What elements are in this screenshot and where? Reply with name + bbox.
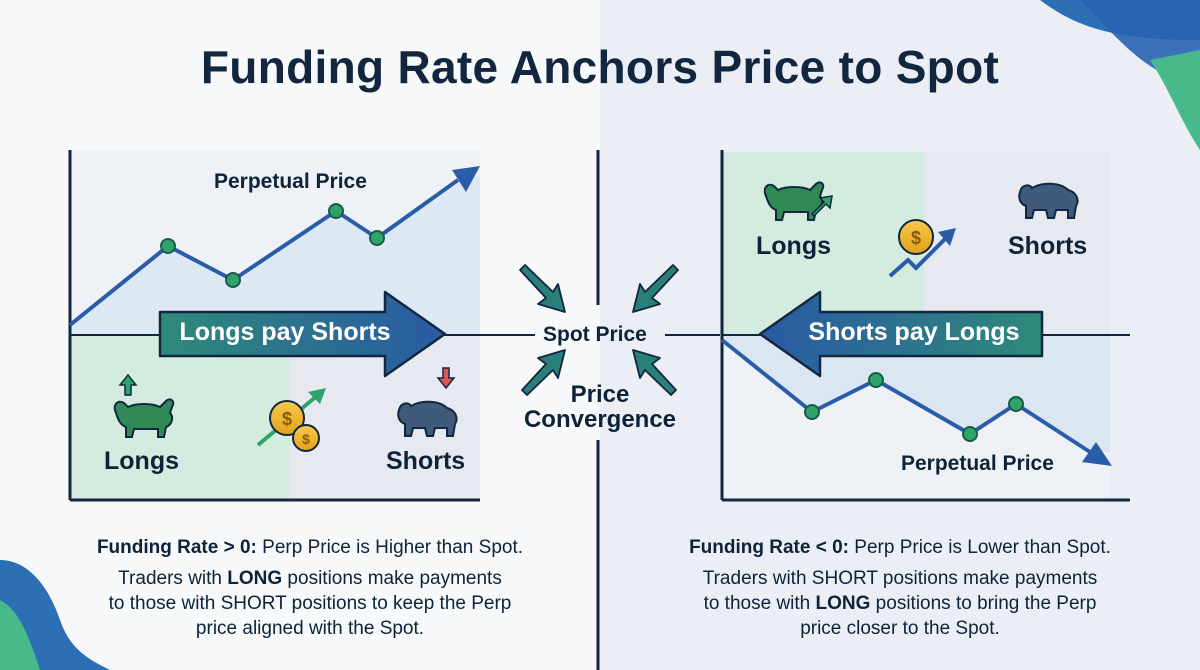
right-chart: $	[720, 150, 1130, 502]
left-price-area	[70, 176, 480, 335]
down-arrow-icon	[436, 367, 456, 390]
left-perp-price-label: Perpetual Price	[214, 170, 367, 193]
right-marker	[1008, 396, 1024, 412]
coin-icon: $ $	[256, 388, 326, 452]
left-marker	[225, 272, 241, 288]
left-shorts-label: Shorts	[386, 447, 466, 475]
page-title: Funding Rate Anchors Price to Spot	[200, 41, 1000, 93]
convergence-arrow	[632, 264, 679, 313]
left-longs-label: Longs	[104, 447, 179, 475]
right-caption-heading-bold: Funding Rate < 0:	[689, 537, 849, 558]
right-perp-line	[720, 338, 1092, 454]
bear-icon	[1018, 182, 1079, 219]
left-perp-line	[68, 178, 460, 327]
center-convergence	[519, 150, 720, 670]
left-caption-heading-bold: Funding Rate > 0:	[96, 537, 257, 558]
svg-text:$: $	[302, 431, 310, 447]
right-perp-price-label: Perpetual Price	[901, 452, 1054, 475]
left-marker	[160, 238, 176, 254]
convergence-arrow	[519, 264, 566, 313]
convergence-arrow	[521, 349, 566, 396]
right-caption-line2: to those with LONG positions to bring th…	[620, 591, 1180, 616]
right-longs-label: Longs	[756, 232, 831, 260]
right-caption-line2-pre: to those with	[703, 593, 816, 614]
price-convergence-line2: Convergence	[523, 406, 677, 433]
right-caption-heading-rest: Perp Price is Lower than Spot.	[849, 537, 1111, 558]
bull-icon	[763, 181, 825, 221]
right-shorts-label: Shorts	[1008, 232, 1088, 260]
corner-decoration-top-right	[1040, 0, 1200, 150]
right-caption-line2-post: positions to bring the Perp	[870, 593, 1097, 614]
left-caption-line3: price aligned with the Spot.	[195, 618, 425, 639]
left-long-zone	[70, 336, 290, 500]
left-caption-line1-post: positions make payments	[282, 568, 502, 589]
left-caption-line1: Traders with LONG positions make payment…	[30, 566, 590, 591]
right-short-zone	[924, 152, 1110, 335]
right-marker	[962, 426, 978, 442]
convergence-arrow	[632, 349, 677, 396]
corner-decoration-bottom-left	[0, 560, 110, 670]
right-marker	[804, 404, 820, 420]
left-caption-line2: to those with SHORT positions to keep th…	[108, 593, 512, 614]
right-caption-heading: Funding Rate < 0: Perp Price is Lower th…	[620, 535, 1180, 560]
spot-price-label: Spot Price	[543, 323, 647, 346]
svg-text:$: $	[911, 228, 921, 248]
left-arrow-label: Longs pay Shorts	[179, 318, 391, 346]
right-arrow-label: Shorts pay Longs	[808, 318, 1020, 346]
left-marker	[328, 203, 344, 219]
price-convergence-line1: Price	[570, 381, 630, 408]
svg-text:$: $	[282, 409, 292, 429]
right-perp-arrowhead	[1082, 442, 1112, 466]
left-caption: Funding Rate > 0: Perp Price is Higher t…	[30, 535, 590, 641]
coin-icon: $	[888, 219, 956, 278]
bull-icon	[113, 398, 175, 438]
up-arrow-icon	[118, 373, 138, 396]
left-chart: $ $	[68, 150, 535, 502]
right-caption-line3: price closer to the Spot.	[800, 618, 1000, 639]
right-caption: Funding Rate < 0: Perp Price is Lower th…	[620, 535, 1180, 641]
left-caption-line1-bold: LONG	[227, 568, 283, 589]
left-perp-arrowhead	[452, 166, 480, 192]
left-caption-heading-rest: Perp Price is Higher than Spot.	[256, 537, 524, 558]
bear-icon	[397, 400, 458, 437]
right-caption-line2-bold: LONG	[815, 593, 871, 614]
right-caption-line1: Traders with SHORT positions make paymen…	[702, 568, 1098, 589]
right-long-zone	[722, 152, 924, 335]
left-caption-line1-pre: Traders with	[118, 568, 228, 589]
left-caption-heading: Funding Rate > 0: Perp Price is Higher t…	[30, 535, 590, 560]
up-arrow-icon	[810, 195, 833, 218]
right-marker	[868, 372, 884, 388]
longs-pay-shorts-arrow	[158, 290, 447, 378]
left-marker	[369, 230, 385, 246]
shorts-pay-longs-arrow	[758, 290, 1044, 378]
